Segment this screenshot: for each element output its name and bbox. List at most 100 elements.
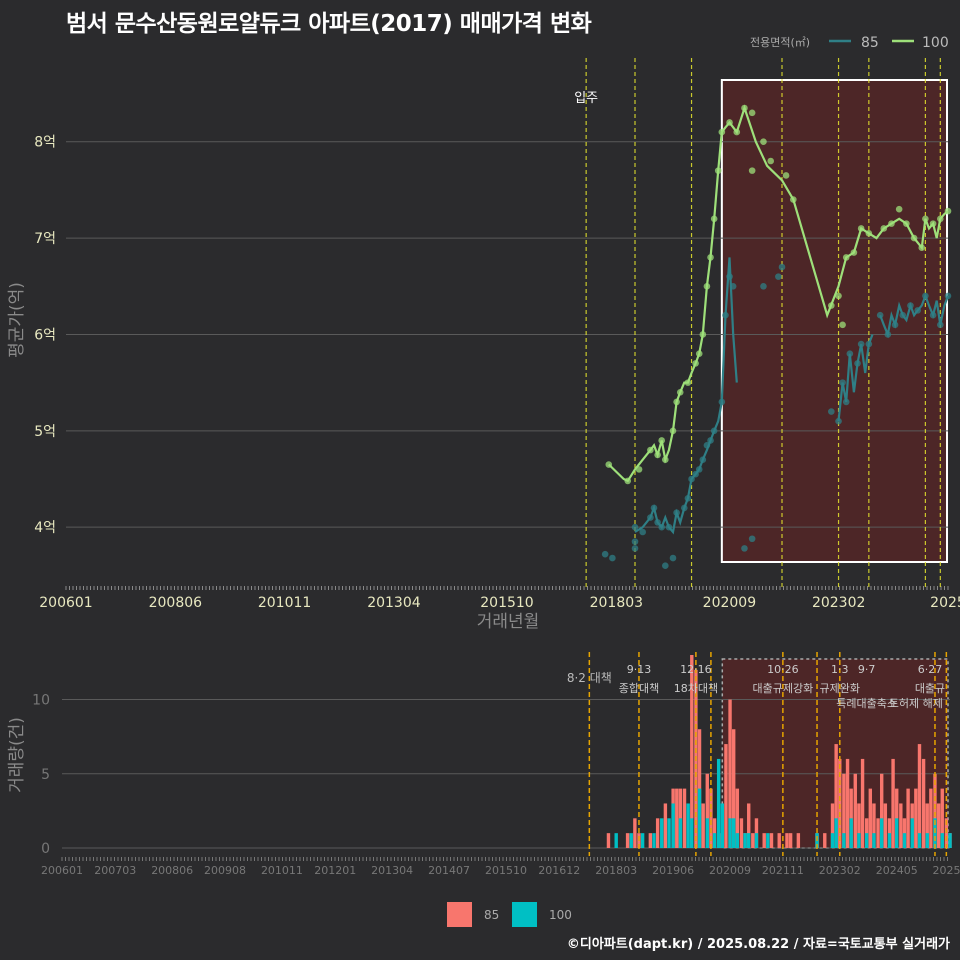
x-tick-label: 201510 — [485, 864, 527, 877]
event-date-label: 6·27 — [918, 663, 943, 676]
x-tick-label: 202405 — [876, 864, 918, 877]
y-tick-label: 0 — [41, 841, 50, 857]
series-85-point — [692, 470, 699, 478]
event-date-label: 10·26 — [767, 663, 799, 676]
y-axis-title: 평균가(억) — [7, 282, 27, 358]
bar-85 — [853, 773, 857, 848]
series-100-point — [929, 220, 937, 227]
bar-85 — [747, 803, 751, 848]
series-100-point — [699, 331, 707, 338]
bar-100 — [678, 818, 683, 848]
series-85-point — [865, 340, 873, 348]
bar-100 — [887, 833, 892, 848]
series-85-point — [828, 408, 835, 415]
series-85-point — [937, 321, 944, 329]
series-85-point — [631, 538, 639, 545]
bar-100 — [652, 833, 656, 848]
bar-85 — [777, 833, 781, 848]
series-100-point — [937, 215, 944, 223]
bar-85 — [868, 788, 873, 848]
bar-85 — [834, 744, 838, 848]
series-85-point — [944, 292, 952, 300]
y-tick-label: 10 — [32, 693, 50, 709]
series-85-point — [922, 292, 929, 300]
series-100-point — [782, 172, 790, 179]
x-tick-label: 201510 — [480, 595, 533, 611]
series-100-point — [684, 379, 692, 386]
series-85-point — [914, 307, 921, 314]
x-tick-label: 2025 — [930, 595, 960, 611]
series-85-point — [748, 535, 756, 543]
bar-85 — [769, 833, 774, 848]
series-100-point — [676, 388, 684, 396]
y-tick-label: 6억 — [34, 327, 56, 343]
bar-100 — [754, 833, 759, 848]
bar-85 — [830, 803, 835, 848]
series-85-point — [639, 528, 646, 536]
bar-85 — [709, 788, 713, 848]
series-100-point — [662, 456, 669, 464]
series-100-point — [857, 225, 865, 232]
series-100-point — [748, 109, 756, 117]
event-text-label: 18차대책 — [674, 682, 718, 695]
legends: 전용면적(㎡) 85 100 85 100 — [447, 35, 949, 927]
bar-100 — [686, 803, 690, 848]
bar-85 — [655, 818, 660, 848]
bar-100 — [716, 758, 721, 848]
series-100-point — [910, 234, 918, 242]
bar-85 — [872, 803, 876, 848]
bar-85 — [735, 788, 740, 848]
series-85-point — [688, 475, 695, 483]
series-85-point — [899, 311, 907, 319]
series-85-point — [662, 562, 669, 570]
bar-85 — [864, 818, 869, 848]
series-85-point — [884, 331, 892, 338]
bar-85 — [876, 818, 880, 848]
series-85-point — [695, 466, 703, 473]
series-100-point — [669, 427, 677, 435]
annotation-label: 입주 — [574, 91, 598, 106]
x-tick-label: 202111 — [762, 864, 804, 877]
legend-bar-100-label: 100 — [549, 908, 572, 922]
series-85-point — [631, 545, 639, 552]
x-tick-label: 202302 — [819, 864, 861, 877]
bar-100 — [766, 833, 770, 848]
event-date-label: 1·3 — [831, 663, 849, 676]
bar-100 — [857, 833, 861, 848]
event-date-label: 9·13 — [627, 663, 652, 676]
bar-100 — [743, 833, 747, 848]
series-100-point — [918, 244, 926, 252]
series-85-point — [722, 311, 729, 319]
series-85-point — [929, 311, 937, 319]
bar-100 — [910, 818, 914, 848]
series-100-point — [658, 437, 665, 444]
x-tick-label: 201803 — [595, 864, 637, 877]
volume-chart: 0 5 10 200601 200703 200806 200908 201011 201201… — [7, 652, 960, 877]
bar-85 — [675, 788, 679, 848]
legend-bar-85-swatch — [447, 902, 472, 927]
bar-85 — [731, 729, 736, 848]
bar-100 — [705, 818, 709, 848]
bar-85 — [857, 803, 861, 848]
bar-85 — [633, 818, 637, 848]
x-axis-title: 거래년월 — [477, 612, 540, 632]
bar-100 — [842, 833, 846, 848]
series-85-point — [647, 514, 654, 521]
bar-85 — [933, 773, 937, 848]
x-tick-label: 201011 — [258, 595, 311, 611]
series-100-point — [605, 461, 613, 468]
bar-100 — [728, 818, 732, 848]
series-85-point — [681, 504, 688, 512]
bar-100 — [940, 833, 944, 848]
series-85-point — [631, 523, 639, 531]
event-text-label: 특례대출축소 — [836, 697, 897, 710]
bar-85 — [724, 744, 728, 848]
x-tick-label: 200601 — [41, 864, 83, 877]
series-85-point — [669, 554, 677, 562]
y-tick-label: 5억 — [34, 424, 56, 440]
legend-85-label: 85 — [861, 35, 879, 51]
series-100-point — [635, 466, 643, 473]
x-tick-label: 202302 — [812, 595, 865, 611]
bar-85 — [906, 788, 910, 848]
series-85-point — [775, 273, 782, 280]
